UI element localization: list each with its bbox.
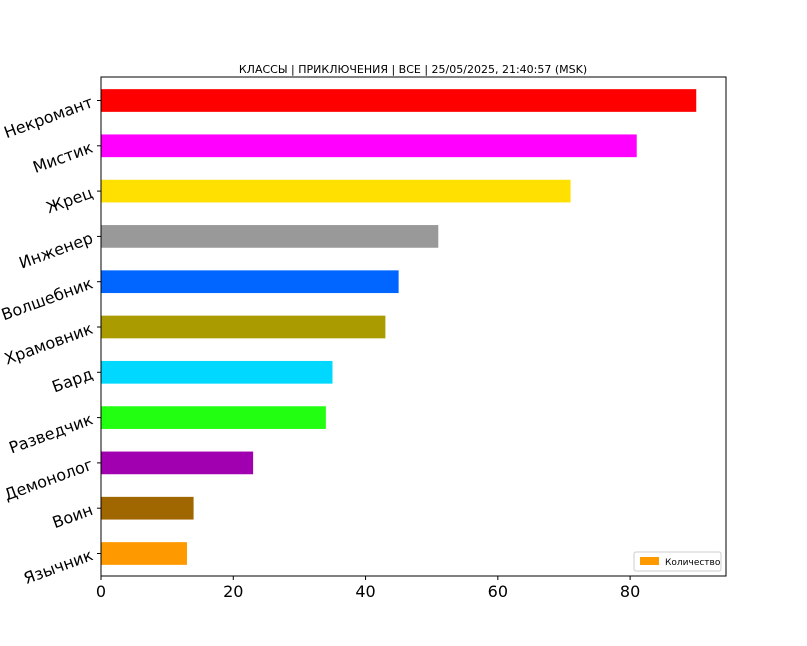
- y-tick-label: Волшебник: [0, 273, 96, 324]
- x-tick-label: 20: [223, 582, 243, 601]
- y-tick-label: Бард: [49, 364, 95, 396]
- legend-box: [633, 551, 722, 572]
- bar-5: [101, 315, 386, 339]
- bar-10: [101, 542, 187, 565]
- bars-group: [101, 89, 697, 565]
- y-tick-label: Язычник: [21, 545, 96, 588]
- bar-1: [101, 134, 637, 158]
- bar-7: [101, 406, 326, 429]
- x-tick-label: 80: [620, 582, 640, 601]
- y-tick-label: Некромант: [1, 92, 95, 142]
- legend-swatch: [640, 557, 659, 565]
- bar-2: [101, 179, 571, 203]
- y-tick-label: Воин: [50, 500, 96, 532]
- legend: Количество: [633, 551, 722, 572]
- legend-label: Количество: [665, 558, 721, 568]
- x-axis-ticks: 0 20 40 60 80: [96, 576, 640, 601]
- y-tick-label: Демонолог: [2, 455, 96, 505]
- plot-frame: [100, 76, 727, 577]
- bar-3: [101, 225, 439, 248]
- x-tick-label: 60: [488, 582, 508, 601]
- y-tick-label: Храмовник: [2, 319, 96, 369]
- x-tick-label: 0: [96, 582, 106, 601]
- chart-title: КЛАССЫ | ПРИКЛЮЧЕНИЯ | ВСЕ | 25/05/2025,…: [239, 63, 587, 76]
- y-tick-label: Инженер: [16, 228, 95, 272]
- y-tick-label: Мистик: [30, 138, 95, 177]
- bar-9: [101, 496, 194, 520]
- x-tick-label: 40: [355, 582, 375, 601]
- bar-0: [101, 89, 697, 112]
- y-tick-label: Жрец: [44, 183, 96, 217]
- y-tick-label: Разведчик: [6, 409, 95, 457]
- bar-4: [101, 270, 399, 294]
- bar-8: [101, 451, 254, 475]
- bar-6: [101, 360, 333, 384]
